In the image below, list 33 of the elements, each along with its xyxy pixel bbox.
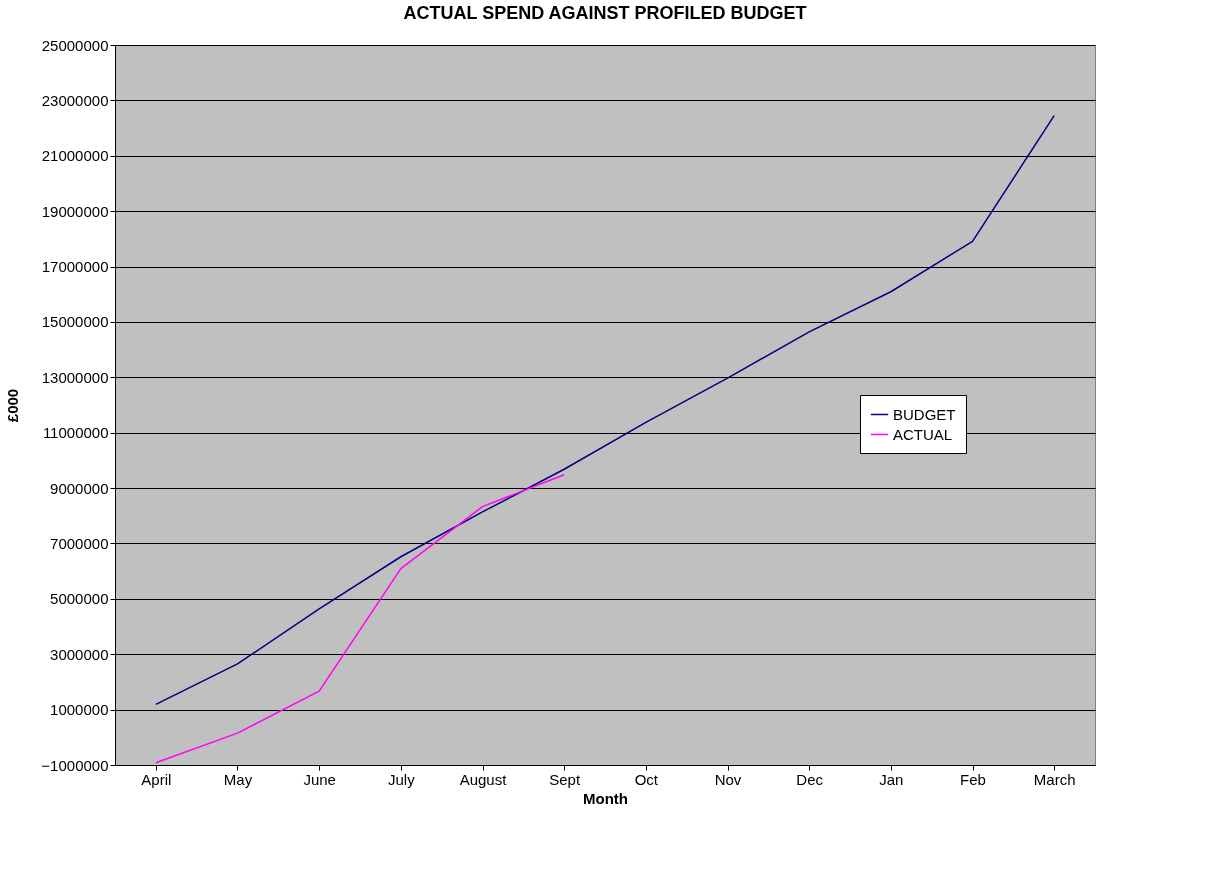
y-tick-label: 13000000: [41, 368, 109, 386]
y-tick-label: 19000000: [41, 202, 109, 220]
x-tick-label: May: [223, 770, 253, 788]
x-tick-label: Jan: [879, 770, 904, 788]
y-tick-label: 3000000: [50, 645, 109, 663]
x-tick-label: Nov: [714, 770, 742, 788]
y-tick-label: 23000000: [41, 91, 109, 109]
y-tick-label: 7000000: [50, 534, 109, 552]
chart-title: ACTUAL SPEND AGAINST PROFILED BUDGET: [403, 3, 807, 23]
x-tick-label: March: [1033, 770, 1076, 788]
line-series: [155, 474, 565, 764]
y-tick-label: 25000000: [41, 36, 109, 54]
y-tick-label: −1000000: [41, 756, 109, 774]
x-tick-label: Dec: [796, 770, 824, 788]
y-tick-label: 21000000: [41, 147, 109, 165]
y-tick-label: 15000000: [41, 313, 109, 331]
y-tick-label: 5000000: [50, 590, 109, 608]
x-axis-title: Month: [583, 789, 628, 807]
x-tick-label: Feb: [960, 770, 986, 788]
x-tick-label: July: [387, 770, 416, 788]
x-tick-label: August: [459, 770, 508, 788]
x-tick-label: Sept: [549, 770, 581, 788]
y-tick-label: 17000000: [41, 258, 109, 276]
x-tick-label: Oct: [634, 770, 659, 788]
line-series: [155, 114, 1055, 706]
y-tick-label: 9000000: [50, 479, 109, 497]
y-axis-title: £000: [4, 388, 22, 423]
legend-label: BUDGET: [893, 405, 956, 423]
y-tick-label: 11000000: [42, 424, 109, 442]
x-tick-label: June: [303, 770, 336, 788]
legend-label: ACTUAL: [893, 425, 953, 443]
x-tick-label: April: [141, 770, 172, 788]
y-tick-label: 1000000: [50, 701, 109, 719]
